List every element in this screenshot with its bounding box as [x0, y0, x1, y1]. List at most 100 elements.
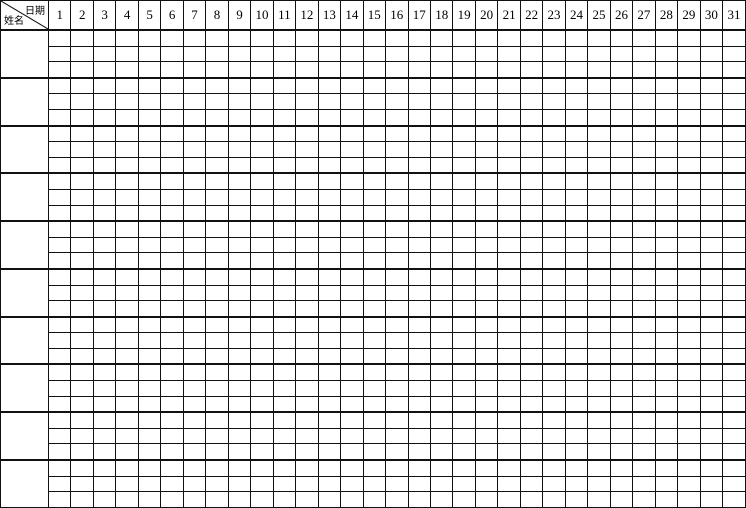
day-cell[interactable] — [452, 204, 476, 222]
day-cell[interactable] — [272, 300, 297, 318]
day-cell[interactable] — [70, 61, 94, 79]
day-cell[interactable] — [429, 252, 454, 270]
day-cell[interactable] — [654, 93, 679, 110]
day-cell[interactable] — [429, 347, 454, 365]
day-cell[interactable] — [317, 204, 342, 222]
day-cell[interactable] — [160, 45, 184, 63]
day-cell[interactable] — [385, 76, 409, 95]
day-cell[interactable] — [497, 300, 521, 318]
day-cell[interactable] — [654, 61, 679, 79]
day-cell[interactable] — [722, 347, 746, 365]
day-cell[interactable] — [452, 141, 476, 158]
day-cell[interactable] — [47, 76, 72, 95]
day-cell[interactable] — [564, 141, 589, 158]
day-cell[interactable] — [542, 427, 566, 445]
day-cell[interactable] — [654, 267, 679, 286]
day-cell[interactable] — [542, 45, 566, 63]
day-cell[interactable] — [519, 459, 544, 477]
day-cell[interactable] — [452, 108, 476, 127]
day-cell[interactable] — [699, 267, 724, 286]
day-cell[interactable] — [699, 332, 724, 349]
day-cell[interactable] — [362, 93, 387, 110]
day-cell[interactable] — [452, 300, 476, 318]
day-cell[interactable] — [497, 363, 521, 382]
day-cell[interactable] — [295, 300, 319, 318]
day-cell[interactable] — [92, 236, 117, 254]
day-cell[interactable] — [429, 141, 454, 158]
day-cell[interactable] — [362, 61, 387, 79]
day-cell[interactable] — [609, 204, 634, 222]
day-cell[interactable] — [677, 267, 701, 286]
day-cell[interactable] — [115, 411, 139, 429]
day-cell[interactable] — [609, 236, 634, 254]
day-cell[interactable] — [587, 380, 611, 397]
day-cell[interactable] — [429, 220, 454, 238]
day-cell[interactable] — [340, 172, 364, 190]
day-cell[interactable] — [295, 380, 319, 397]
day-cell[interactable] — [474, 141, 499, 158]
day-cell[interactable] — [385, 93, 409, 110]
day-cell[interactable] — [474, 220, 499, 238]
day-cell[interactable] — [137, 363, 162, 382]
day-cell[interactable] — [542, 475, 566, 493]
day-cell[interactable] — [609, 267, 634, 286]
day-cell[interactable] — [474, 45, 499, 63]
day-cell[interactable] — [609, 284, 634, 302]
day-cell[interactable] — [317, 459, 342, 477]
day-cell[interactable] — [272, 395, 297, 413]
day-cell[interactable] — [722, 204, 746, 222]
day-cell[interactable] — [70, 315, 94, 334]
day-cell[interactable] — [160, 204, 184, 222]
day-cell[interactable] — [250, 220, 274, 238]
day-cell[interactable] — [407, 315, 431, 334]
day-cell[interactable] — [632, 141, 656, 158]
day-cell[interactable] — [564, 459, 589, 477]
day-cell[interactable] — [722, 156, 746, 174]
day-cell[interactable] — [250, 188, 274, 206]
day-cell[interactable] — [609, 252, 634, 270]
day-cell[interactable] — [385, 395, 409, 413]
day-cell[interactable] — [609, 443, 634, 461]
day-cell[interactable] — [699, 252, 724, 270]
day-cell[interactable] — [182, 267, 207, 286]
day-cell[interactable] — [474, 93, 499, 110]
day-cell[interactable] — [609, 61, 634, 79]
day-cell[interactable] — [115, 141, 139, 158]
day-cell[interactable] — [677, 172, 701, 190]
day-cell[interactable] — [227, 61, 252, 79]
day-cell[interactable] — [474, 204, 499, 222]
day-cell[interactable] — [497, 108, 521, 127]
day-cell[interactable] — [317, 284, 342, 302]
day-cell[interactable] — [519, 93, 544, 110]
day-cell[interactable] — [340, 363, 364, 382]
day-cell[interactable] — [160, 172, 184, 190]
day-cell[interactable] — [497, 411, 521, 429]
day-cell[interactable] — [115, 459, 139, 477]
day-cell[interactable] — [70, 332, 94, 349]
day-cell[interactable] — [317, 252, 342, 270]
day-cell[interactable] — [295, 204, 319, 222]
day-cell[interactable] — [654, 395, 679, 413]
day-cell[interactable] — [587, 284, 611, 302]
day-cell[interactable] — [272, 188, 297, 206]
day-cell[interactable] — [70, 204, 94, 222]
day-cell[interactable] — [677, 427, 701, 445]
day-cell[interactable] — [564, 411, 589, 429]
day-cell[interactable] — [474, 172, 499, 190]
day-cell[interactable] — [519, 300, 544, 318]
day-cell[interactable] — [497, 443, 521, 461]
day-cell[interactable] — [519, 427, 544, 445]
day-cell[interactable] — [609, 220, 634, 238]
day-cell[interactable] — [587, 347, 611, 365]
day-cell[interactable] — [137, 204, 162, 222]
day-cell[interactable] — [654, 284, 679, 302]
day-cell[interactable] — [699, 475, 724, 493]
day-cell[interactable] — [609, 28, 634, 47]
day-cell[interactable] — [317, 236, 342, 254]
day-cell[interactable] — [474, 347, 499, 365]
day-cell[interactable] — [385, 141, 409, 158]
day-cell[interactable] — [632, 380, 656, 397]
day-cell[interactable] — [654, 204, 679, 222]
day-cell[interactable] — [609, 141, 634, 158]
day-cell[interactable] — [295, 252, 319, 270]
